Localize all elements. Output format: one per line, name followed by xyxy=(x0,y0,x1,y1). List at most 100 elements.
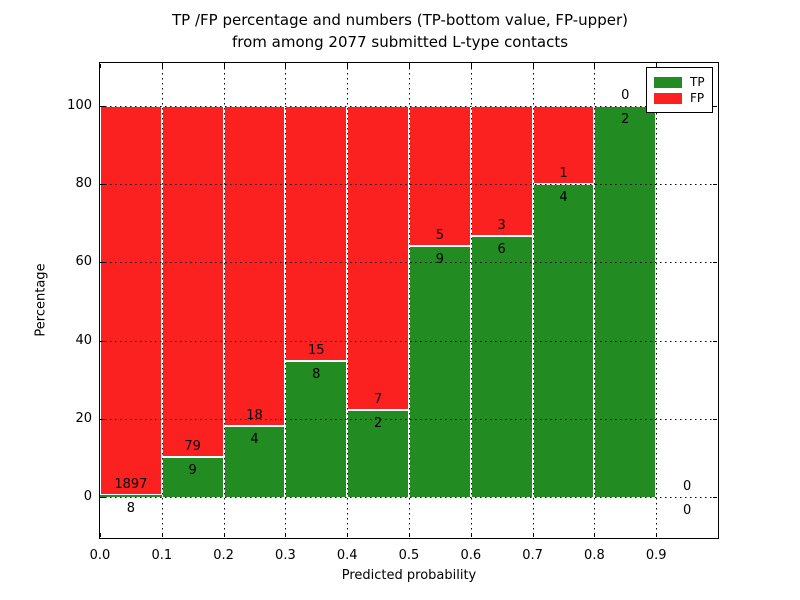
x-tick-bottom xyxy=(100,533,101,537)
plot-area: TP FP 1897 8 79 9 18 4 15 8 7 2 5 9 3 6 1 4 0 2 0 0 xyxy=(99,62,719,539)
legend-label-tp: TP xyxy=(690,75,705,89)
y-tick-right xyxy=(713,418,717,420)
y-tick-right xyxy=(713,340,717,342)
y-tick-left xyxy=(101,340,105,342)
x-tick-top xyxy=(100,64,101,68)
bar-segment-fp xyxy=(532,106,595,185)
x-tick-bottom xyxy=(223,533,225,537)
bar-label-tp: 2 xyxy=(373,416,383,432)
x-tick-top xyxy=(285,64,287,68)
v-gridline xyxy=(285,63,287,538)
x-tick-label: 0.9 xyxy=(645,548,667,563)
bar-label-tp: 8 xyxy=(126,501,136,517)
x-tick-label: 0.3 xyxy=(275,548,296,563)
y-tick-left xyxy=(101,262,105,264)
bar-segment-fp xyxy=(161,106,224,457)
x-tick-top xyxy=(656,64,658,68)
bar-segment-tp xyxy=(409,245,471,497)
y-tick-right xyxy=(713,262,717,264)
legend-label-fp: FP xyxy=(690,91,705,105)
x-tick-bottom xyxy=(285,533,287,537)
bar-label-fp: 18 xyxy=(246,407,263,423)
bar-label-tp: 9 xyxy=(435,251,445,267)
bar-label-fp: 5 xyxy=(435,227,445,243)
x-tick-label: 0.5 xyxy=(398,548,420,563)
v-gridline xyxy=(409,63,410,538)
bar-label-tp: 9 xyxy=(188,463,197,478)
y-tick-label: 0 xyxy=(83,489,92,504)
v-gridline xyxy=(656,63,658,538)
bar-label-tp: 4 xyxy=(250,431,259,447)
x-axis-label: Predicted probability xyxy=(341,568,477,583)
x-tick-bottom xyxy=(409,533,410,537)
bar-label-tp: 0 xyxy=(682,503,692,518)
bar-label-tp: 4 xyxy=(559,190,568,206)
bar-label-fp: 0 xyxy=(682,479,692,494)
x-tick-top xyxy=(347,64,349,68)
bar-label-fp: 1897 xyxy=(114,477,148,493)
y-tick-label: 40 xyxy=(75,332,92,348)
y-tick-right xyxy=(713,184,717,186)
y-tick-right xyxy=(713,497,717,498)
bar-segment-tp xyxy=(594,106,657,497)
y-tick-left xyxy=(101,418,105,420)
bar-label-fp: 1 xyxy=(559,166,568,182)
bar-segment-fp xyxy=(409,106,471,246)
bar-segment-tp xyxy=(285,361,348,497)
bar-segment-tp xyxy=(161,457,224,497)
bar-segment-fp xyxy=(285,106,348,361)
y-tick-label: 60 xyxy=(75,254,92,270)
y-tick-label: 20 xyxy=(75,410,92,426)
x-tick-label: 0.7 xyxy=(522,548,543,563)
legend-swatch-fp xyxy=(654,92,682,104)
bar-segment-fp xyxy=(470,106,533,237)
v-gridline xyxy=(532,63,534,538)
bar-label-fp: 7 xyxy=(373,392,383,408)
x-tick-top xyxy=(409,64,410,68)
v-gridline xyxy=(161,63,163,538)
y-tick-right xyxy=(713,106,717,107)
bar-label-fp: 79 xyxy=(184,439,201,454)
bar-label-fp: 3 xyxy=(497,218,506,234)
x-tick-top xyxy=(470,64,472,68)
bar-label-fp: 15 xyxy=(308,343,325,358)
x-tick-bottom xyxy=(470,533,472,537)
legend: TP FP xyxy=(646,67,713,113)
y-tick-label: 80 xyxy=(75,176,92,192)
x-tick-bottom xyxy=(656,533,658,537)
x-tick-label: 0.8 xyxy=(584,548,605,563)
x-tick-bottom xyxy=(347,533,349,537)
bar-label-tp: 6 xyxy=(497,242,506,258)
v-gridline xyxy=(347,63,349,538)
x-tick-top xyxy=(161,64,163,68)
bar-segment-tp xyxy=(532,184,595,497)
x-tick-label: 0.1 xyxy=(151,548,173,563)
bar-segment-tp xyxy=(223,425,286,497)
x-tick-label: 0.0 xyxy=(89,548,111,563)
x-tick-top xyxy=(594,64,596,68)
v-gridline xyxy=(594,63,596,538)
v-gridline xyxy=(470,63,472,538)
bar-segment-fp xyxy=(100,106,162,496)
y-tick-left xyxy=(101,106,105,107)
chart-title-line1: TP /FP percentage and numbers (TP-bottom… xyxy=(172,11,628,29)
bar-segment-fp xyxy=(347,106,409,411)
bar-segment-tp xyxy=(470,236,533,497)
y-tick-left xyxy=(101,184,105,186)
bar-segment-tp xyxy=(100,495,162,497)
x-tick-label: 0.4 xyxy=(336,548,358,563)
bar-label-tp: 2 xyxy=(621,112,630,127)
x-tick-bottom xyxy=(532,533,534,537)
x-tick-bottom xyxy=(594,533,596,537)
x-tick-label: 0.2 xyxy=(213,548,234,563)
x-tick-label: 0.6 xyxy=(460,548,482,563)
y-tick-left xyxy=(101,497,105,498)
bar-segment-fp xyxy=(223,106,286,426)
y-axis-label: Percentage xyxy=(33,263,49,337)
x-tick-top xyxy=(223,64,225,68)
chart-title: TP /FP percentage and numbers (TP-bottom… xyxy=(0,9,800,53)
bar-label-tp: 8 xyxy=(312,367,321,382)
x-tick-top xyxy=(532,64,534,68)
v-gridline xyxy=(223,63,225,538)
